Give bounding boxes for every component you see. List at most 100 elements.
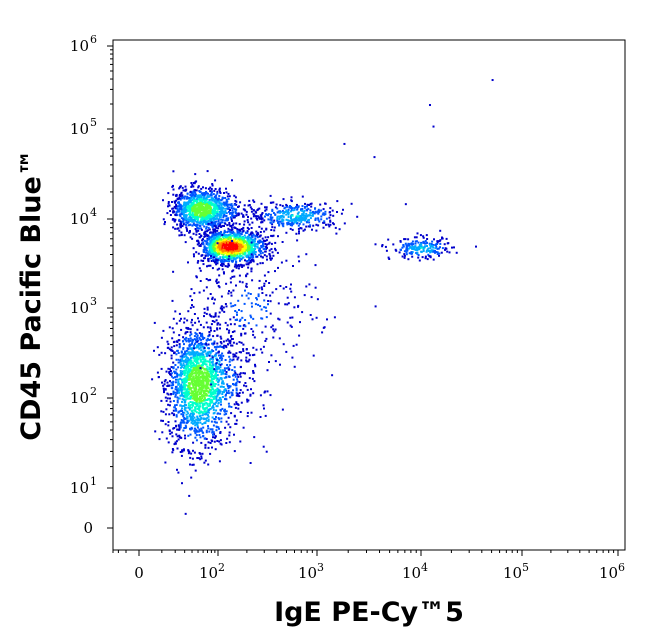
data-point bbox=[216, 229, 219, 232]
data-point bbox=[241, 248, 244, 250]
data-point bbox=[315, 223, 318, 226]
data-point bbox=[227, 392, 230, 395]
data-point bbox=[255, 215, 257, 218]
data-point bbox=[186, 229, 189, 232]
data-point bbox=[230, 394, 233, 397]
data-point bbox=[224, 207, 227, 210]
data-point bbox=[221, 352, 224, 355]
data-point bbox=[285, 213, 288, 216]
data-point bbox=[230, 237, 232, 240]
data-point bbox=[186, 419, 189, 422]
data-point bbox=[192, 397, 195, 400]
data-point bbox=[170, 357, 173, 360]
data-point bbox=[233, 238, 235, 241]
data-point bbox=[224, 238, 227, 241]
data-point bbox=[182, 414, 185, 416]
data-point bbox=[199, 436, 202, 439]
data-point bbox=[210, 367, 213, 370]
data-point bbox=[179, 220, 182, 223]
data-point bbox=[174, 201, 177, 204]
data-point bbox=[410, 251, 413, 254]
data-point bbox=[199, 369, 202, 372]
data-point bbox=[271, 223, 274, 226]
data-point bbox=[182, 340, 184, 343]
data-point bbox=[322, 208, 325, 211]
data-point bbox=[230, 250, 233, 253]
data-point bbox=[307, 214, 310, 217]
data-point bbox=[274, 249, 277, 252]
data-point bbox=[199, 356, 202, 359]
data-point bbox=[210, 350, 213, 353]
data-point bbox=[196, 390, 199, 393]
data-point bbox=[192, 339, 194, 342]
data-point bbox=[191, 397, 194, 400]
data-point bbox=[183, 388, 186, 391]
data-point bbox=[178, 346, 181, 349]
data-point bbox=[220, 378, 223, 381]
data-point bbox=[188, 373, 191, 376]
data-point bbox=[405, 246, 408, 248]
data-point bbox=[182, 336, 185, 339]
data-point bbox=[200, 386, 203, 389]
data-point bbox=[436, 251, 439, 254]
data-point bbox=[241, 266, 244, 268]
data-point bbox=[210, 374, 213, 377]
data-point bbox=[239, 259, 241, 262]
data-point bbox=[206, 210, 209, 213]
data-point bbox=[232, 240, 235, 243]
data-point bbox=[217, 383, 220, 386]
data-point bbox=[180, 217, 183, 220]
data-point bbox=[189, 306, 192, 309]
data-point bbox=[211, 209, 214, 212]
data-point bbox=[177, 209, 180, 212]
data-point bbox=[203, 397, 206, 400]
data-point bbox=[238, 341, 241, 344]
data-point bbox=[190, 217, 193, 220]
data-point bbox=[214, 313, 217, 316]
data-point bbox=[434, 250, 436, 253]
data-point bbox=[183, 386, 186, 389]
data-point bbox=[200, 333, 203, 336]
data-point bbox=[210, 236, 212, 239]
data-point bbox=[220, 248, 223, 251]
data-point bbox=[200, 400, 203, 403]
data-point bbox=[212, 240, 215, 243]
data-point bbox=[234, 210, 237, 213]
data-point bbox=[244, 289, 246, 292]
data-point bbox=[290, 218, 293, 220]
data-point bbox=[251, 221, 254, 224]
data-point bbox=[208, 313, 211, 316]
data-point bbox=[196, 402, 199, 405]
data-point bbox=[170, 381, 173, 384]
data-point bbox=[210, 221, 213, 224]
data-point bbox=[298, 222, 301, 225]
data-point bbox=[207, 411, 210, 414]
data-point bbox=[214, 252, 217, 255]
data-point bbox=[182, 420, 185, 422]
data-point bbox=[218, 248, 221, 251]
data-point bbox=[286, 222, 289, 225]
data-point bbox=[246, 260, 249, 262]
data-point bbox=[218, 188, 221, 191]
data-point bbox=[211, 440, 214, 443]
data-point bbox=[190, 421, 193, 424]
data-point bbox=[191, 380, 194, 383]
data-point bbox=[183, 391, 186, 394]
data-point bbox=[195, 200, 198, 203]
data-point bbox=[196, 261, 199, 264]
data-point bbox=[234, 355, 236, 358]
data-point bbox=[271, 208, 274, 211]
data-point bbox=[199, 381, 202, 384]
data-point bbox=[245, 352, 248, 355]
data-point bbox=[299, 227, 302, 229]
data-point bbox=[191, 409, 193, 412]
data-point bbox=[239, 389, 242, 392]
data-point bbox=[223, 234, 226, 237]
data-point bbox=[220, 398, 222, 401]
data-point bbox=[176, 396, 179, 399]
data-point bbox=[199, 355, 202, 358]
data-point bbox=[223, 344, 226, 347]
data-point bbox=[231, 344, 234, 347]
data-point bbox=[191, 203, 194, 206]
data-point bbox=[335, 232, 338, 235]
